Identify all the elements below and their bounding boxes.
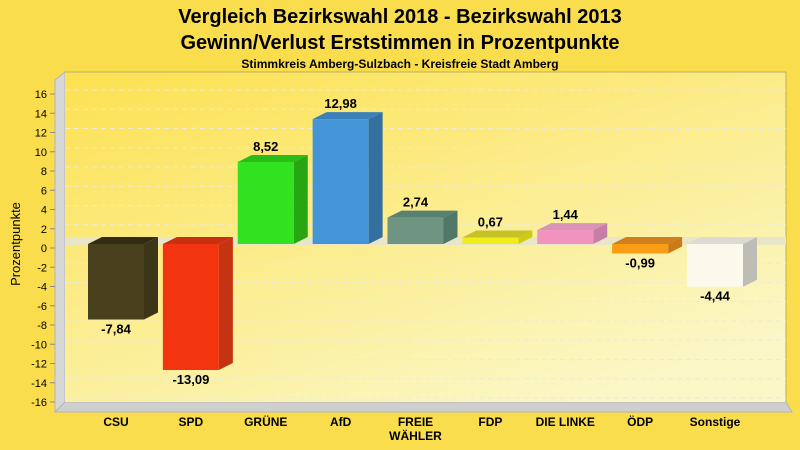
bar-die-linke [537, 223, 608, 244]
y-tick-label: -14 [31, 378, 47, 390]
y-axis-label: Prozentpunkte [8, 202, 23, 286]
bar-front-face [88, 244, 144, 320]
bar-side-face [443, 210, 458, 244]
y-tick-label: -10 [31, 339, 47, 351]
x-category-label: DIE LINKE [536, 415, 595, 429]
x-category-label: GRÜNE [244, 414, 287, 429]
bar-afd [312, 112, 383, 244]
bar-front-face [612, 244, 669, 254]
bar-top-face [312, 112, 383, 120]
bar-front-face [687, 244, 743, 287]
bar-value-label: -7,84 [101, 321, 131, 336]
y-tick-label: 10 [35, 147, 47, 159]
y-tick-label: 2 [41, 224, 47, 236]
bar-side-face [668, 237, 683, 254]
bar-fdp [462, 230, 533, 244]
bar-freie-w-hler [387, 210, 458, 244]
x-category-label: ÖDP [627, 414, 653, 429]
bar-front-face [387, 217, 444, 244]
bar-side-face [518, 230, 533, 244]
y-tick-label: 12 [35, 128, 47, 140]
y-tick-label: 16 [35, 89, 47, 101]
bar-top-face [612, 237, 683, 244]
bar-front-face [162, 244, 219, 370]
x-category-label: Sonstige [690, 415, 741, 429]
bar-sonstige [687, 237, 757, 287]
bar-side-face [144, 237, 158, 320]
bar-front-face [237, 161, 294, 244]
y-tick-label: -4 [37, 282, 47, 294]
bar-top-face [162, 237, 233, 244]
y-tick-label: 6 [41, 185, 47, 197]
x-category-label: CSU [103, 415, 128, 429]
bar-value-label: 8,52 [253, 139, 278, 154]
y-tick-label: -12 [31, 359, 47, 371]
bar-side-face [368, 112, 383, 244]
bar-gr-ne [237, 154, 308, 244]
bar-value-label: 0,67 [478, 215, 503, 230]
y-tick-label: 14 [35, 108, 47, 120]
bar-top-face [462, 230, 533, 238]
bar-front-face [312, 119, 369, 244]
bar-value-label: 2,74 [403, 195, 429, 210]
bar-top-face [88, 237, 158, 244]
bar-top-face [387, 210, 458, 218]
x-category-label: FDP [478, 415, 502, 429]
bar-value-label: 12,98 [324, 96, 357, 111]
bar-value-label: 1,44 [553, 207, 579, 222]
y-tick-label: 8 [41, 166, 47, 178]
y-tick-label: 4 [41, 205, 47, 217]
y-tick-label: -16 [31, 397, 47, 409]
chart-subtitle: Stimmkreis Amberg-Sulzbach - Kreisfreie … [241, 57, 559, 71]
bar-spd [162, 237, 233, 370]
bar-value-label: -4,44 [700, 289, 730, 304]
bar-value-label: -0,99 [625, 256, 655, 271]
bar-csu [88, 237, 158, 320]
x-category-label: WÄHLER [389, 428, 442, 443]
y-tick-label: 0 [41, 243, 47, 255]
bar-front-face [537, 230, 594, 244]
bar-side-face [293, 154, 308, 244]
plot-bottom-floor [53, 401, 793, 413]
y-tick-label: -8 [37, 320, 47, 332]
bar-side-face [218, 237, 233, 370]
x-category-label: FREIE [398, 415, 433, 429]
bar-top-face [537, 223, 608, 231]
bar-side-face [593, 223, 608, 244]
bar--dp [612, 237, 683, 254]
y-tick-label: -2 [37, 262, 47, 274]
bar-front-face [462, 237, 519, 244]
x-category-label: SPD [179, 415, 204, 429]
plot-left-wall [54, 70, 66, 414]
bar-value-label: -13,09 [172, 372, 209, 387]
bar-side-face [743, 237, 757, 287]
chart-title-line1: Vergleich Bezirkswahl 2018 - Bezirkswahl… [178, 6, 622, 28]
y-tick-label: -6 [37, 301, 47, 313]
bar-top-face [687, 237, 757, 244]
x-category-label: AfD [330, 415, 352, 429]
bar-top-face [237, 154, 308, 162]
chart-title-line2: Gewinn/Verlust Erststimmen in Prozentpun… [180, 32, 620, 54]
